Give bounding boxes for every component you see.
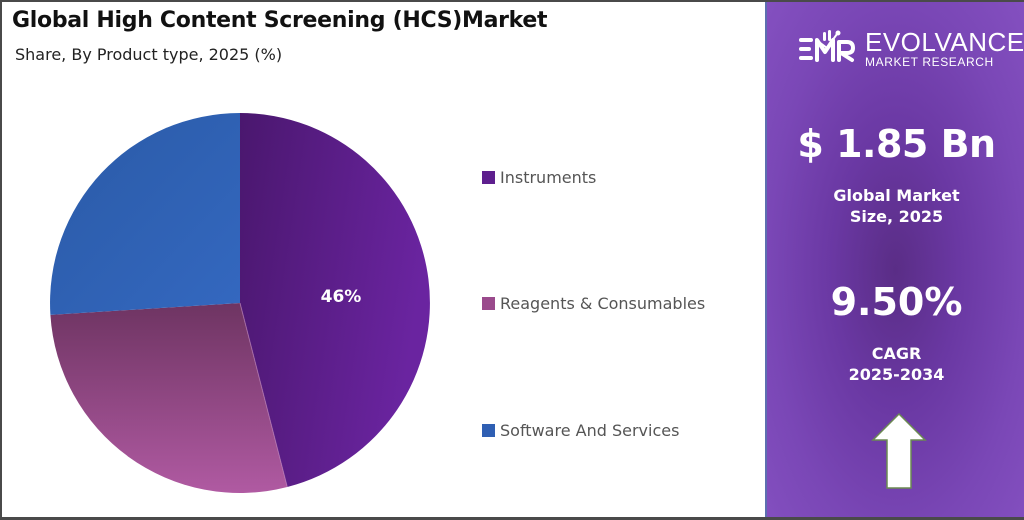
cagr-label: CAGR 2025-2034 xyxy=(767,343,1024,385)
chart-panel: Global High Content Screening (HCS)Marke… xyxy=(12,8,706,493)
legend-item-software-services[interactable]: Software And Services xyxy=(482,421,679,440)
cagr-value: 9.50% xyxy=(830,280,963,324)
slice-label-instruments: 46% xyxy=(321,287,362,307)
market-size-label: Global Market Size, 2025 xyxy=(767,185,1024,227)
pie-slice-reagents-consumables[interactable] xyxy=(50,303,288,493)
brand-subtitle: MARKET RESEARCH xyxy=(865,54,994,69)
chart-subtitle: Share, By Product type, 2025 (%) xyxy=(15,45,283,64)
cagr-label-line1: CAGR xyxy=(871,344,922,363)
pie-slice-software-services[interactable] xyxy=(50,113,240,315)
pie-chart: 46% xyxy=(50,113,430,493)
cagr-label-line2: 2025-2034 xyxy=(848,365,945,384)
legend-label: Software And Services xyxy=(500,421,680,440)
legend-swatch-icon xyxy=(482,171,495,184)
legend-label: Reagents & Consumables xyxy=(500,294,706,313)
pie-slice-instruments[interactable] xyxy=(240,113,430,487)
legend-swatch-icon xyxy=(482,297,495,310)
legend-item-instruments[interactable]: Instruments xyxy=(482,168,596,187)
up-arrow-icon xyxy=(871,412,927,489)
summary-panel: EVOLVANCE MARKET RESEARCH $ 1.85 Bn Glob… xyxy=(765,0,1024,520)
market-size-value: $ 1.85 Bn xyxy=(797,122,996,166)
legend-item-reagents-consumables[interactable]: Reagents & Consumables xyxy=(482,294,705,313)
legend-swatch-icon xyxy=(482,424,495,437)
emr-logo-icon xyxy=(799,30,855,62)
brand-name: EVOLVANCE xyxy=(865,26,1024,57)
brand-logo: EVOLVANCE MARKET RESEARCH xyxy=(797,28,1024,68)
chart-title: Global High Content Screening (HCS)Marke… xyxy=(12,8,548,33)
market-size-label-line1: Global Market xyxy=(833,186,960,205)
market-size-label-line2: Size, 2025 xyxy=(849,207,944,226)
legend-label: Instruments xyxy=(500,168,597,187)
